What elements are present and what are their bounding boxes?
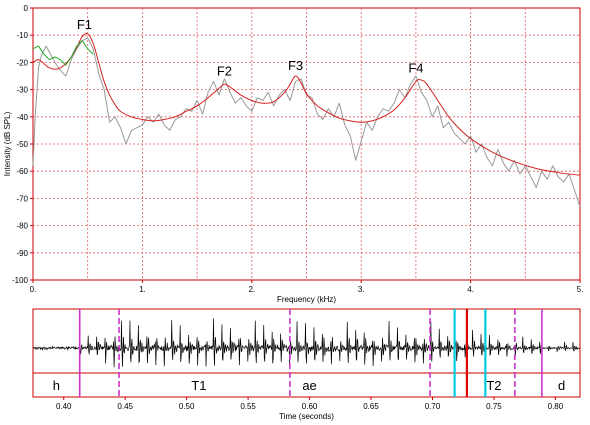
segment-label: T2 <box>486 378 501 393</box>
time-tick-label: 0.65 <box>363 402 379 411</box>
y-tick-label: -50 <box>16 140 28 149</box>
waveform-signal <box>32 318 581 368</box>
formant-label: F2 <box>217 63 232 78</box>
spectrum-panel: 0. 1. 2. 3. 4. 5. 0 -10 -20 -30 -40 -50 -60 -70 -80 -90… <box>3 4 583 304</box>
segment-labels: h T1 ae T2 d <box>53 378 565 393</box>
y-tick-label: -90 <box>16 249 28 258</box>
time-tick-label: 0.40 <box>56 402 72 411</box>
waveform-ticks: 0.40 0.45 0.50 0.55 0.60 0.65 0.70 0.75 0.80 <box>56 397 564 411</box>
y-tick-label: -70 <box>16 194 28 203</box>
time-tick-label: 0.55 <box>240 402 256 411</box>
segment-label: ae <box>302 378 316 393</box>
x-tick-label: 4. <box>467 285 474 294</box>
y-tick-label: -100 <box>12 276 29 285</box>
x-tick-label: 3. <box>358 285 365 294</box>
formant-label: F3 <box>288 58 303 73</box>
y-tick-label: -10 <box>16 31 28 40</box>
x-tick-label: 0. <box>30 285 37 294</box>
y-tick-label: -80 <box>16 222 28 231</box>
x-tick-label: 5. <box>577 285 584 294</box>
y-tick-label: -40 <box>16 113 28 122</box>
series-line-spectrum <box>32 37 581 207</box>
formant-labels: F1 F2 F3 F4 <box>77 17 424 78</box>
y-tick-label: -30 <box>16 86 28 95</box>
spectrum-ticks: 0. 1. 2. 3. 4. 5. 0 -10 -20 -30 -40 -50 -60 -70 -80 -90… <box>12 4 583 294</box>
time-tick-label: 0.80 <box>548 402 564 411</box>
y-tick-label: -60 <box>16 167 28 176</box>
x-tick-label: 2. <box>248 285 255 294</box>
spectrum-series <box>32 32 581 207</box>
formant-label: F1 <box>77 17 92 32</box>
time-tick-label: 0.70 <box>425 402 441 411</box>
segment-label: T1 <box>191 378 206 393</box>
segment-label: h <box>53 378 60 393</box>
segment-label: d <box>558 378 565 393</box>
time-tick-label: 0.60 <box>302 402 318 411</box>
time-tick-label: 0.45 <box>117 402 133 411</box>
segment-markers <box>78 309 543 397</box>
waveform-panel: h T1 ae T2 d 0.40 0.45 0.50 0.55 0.60 0.65 0.70 0.7… <box>32 308 581 421</box>
y-tick-label: -20 <box>16 58 28 67</box>
waveform-x-axis-title: Time (seconds) <box>279 412 334 421</box>
formant-label: F4 <box>408 61 423 76</box>
spectrum-grid <box>33 8 580 280</box>
spectrum-x-axis-title: Frequency (kHz) <box>277 295 336 304</box>
spectrum-y-axis-title: Intensity (dB SPL) <box>3 111 12 176</box>
y-tick-label: 0 <box>24 4 29 13</box>
series-line-lpc_start <box>32 40 94 66</box>
series-line-envelope <box>32 32 581 176</box>
time-tick-label: 0.50 <box>179 402 195 411</box>
x-tick-label: 1. <box>139 285 146 294</box>
time-tick-label: 0.75 <box>486 402 502 411</box>
